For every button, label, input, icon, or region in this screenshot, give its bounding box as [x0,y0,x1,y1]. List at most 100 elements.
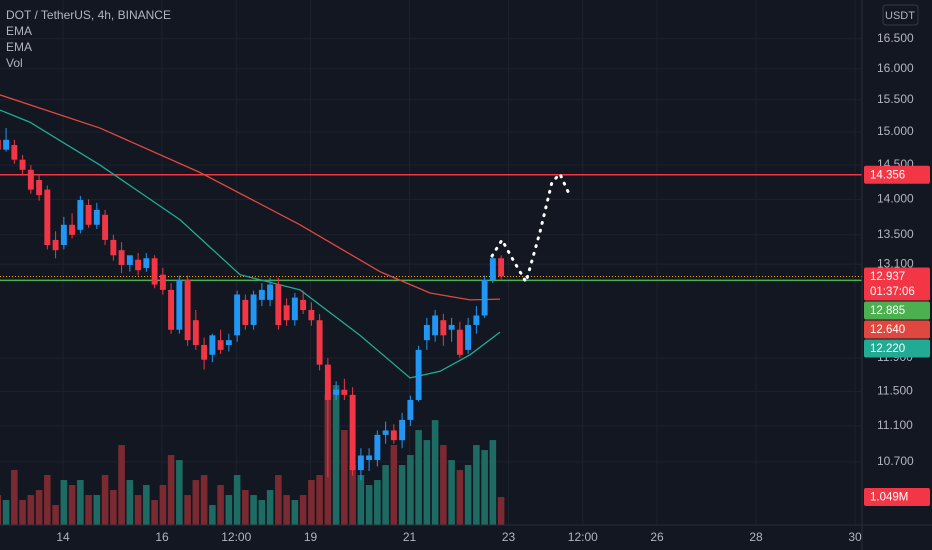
candle-body [69,224,76,235]
candle-body [93,209,100,225]
candle-body [234,294,241,336]
volume-bar [242,490,249,525]
candle-body [465,324,472,350]
volume-bar [167,455,175,525]
ema-line [0,94,501,301]
volume-bar [291,500,299,525]
volume-bar [60,480,68,525]
volume-bar [0,495,2,525]
volume-bar [11,470,18,525]
volume-bar [126,480,134,525]
volume-bar [209,505,216,525]
y-tick-label: 14.000 [877,192,914,206]
candle-body [19,159,26,170]
volume-bar [77,480,84,525]
volume-bar [283,495,290,525]
volume-bar [266,490,274,525]
volume-bar [2,500,10,525]
volume-bar [19,500,26,525]
price-badge [864,320,930,339]
candle-body [225,340,232,346]
volume-bar [184,495,191,525]
x-tick-label: 30 [848,530,862,544]
price-badge [864,267,930,301]
volume-bar [390,445,398,525]
candle-body [399,419,406,441]
candle-body [423,324,430,341]
price-badge-label: 12.220 [870,343,905,355]
candle-body [209,335,216,355]
volume-bar [456,470,464,525]
volume-bar [176,460,183,525]
volume-bar [258,500,266,525]
candle-body [324,364,331,400]
y-tick-label: 13.500 [877,227,914,241]
candle-body [283,305,290,321]
candle-body [349,394,356,471]
candle-body [36,179,43,196]
currency-label[interactable]: USDT [885,10,915,22]
candle-body [192,320,199,346]
candle-body [390,430,397,441]
volume-bar [431,420,439,525]
price-badge-label: 12.640 [870,324,905,336]
candle-body [77,200,84,230]
candle-body [308,310,315,321]
y-tick-label: 16.500 [877,31,914,45]
x-tick-label: 28 [749,530,763,544]
candle-body [3,139,10,150]
candle-body [456,329,463,355]
volume-bar [143,485,150,525]
candle-body [102,214,109,240]
candle-body [357,455,364,471]
volume-bar [110,490,117,525]
x-tick-label: 12:00 [221,530,251,544]
volume-bar [35,490,43,525]
y-tick-label: 15.500 [877,92,914,106]
candle-body [275,284,282,325]
volume-bar [316,475,323,525]
price-badges: 14.356 12.937 01:37:06 12.885 12.640 12.220 1.… [864,165,930,507]
candle-body [250,294,257,325]
volume-bar [473,445,480,525]
volume-badge [864,488,930,507]
volume-bar [407,455,414,525]
candle-body [27,169,34,190]
currency-box[interactable] [882,4,919,26]
x-tick-label: 23 [502,530,516,544]
legend-entry: EMA [6,24,32,38]
candle-body [52,239,59,251]
legend-entry: Vol [6,56,23,70]
candle-body [184,280,191,341]
y-tick-label: 13.100 [877,256,914,270]
volume-bar [415,430,422,525]
volume-bar [299,495,307,525]
volume-bar [398,465,406,525]
x-tick-label: 26 [650,530,664,544]
volume-bar [481,450,488,525]
candle-body [300,299,307,311]
price-badge [864,301,930,320]
candle-body [498,258,505,277]
volume-bar [250,495,257,525]
candle-body [110,239,117,256]
candle-body [258,289,265,300]
candle-body [60,224,67,246]
price-badge-label: 01:37:06 [870,286,915,298]
x-tick-label: 12:00 [568,530,598,544]
volume-bar [44,475,51,525]
plot-area [0,94,862,525]
volume-bar [101,475,109,525]
candle-body [201,345,208,360]
volume-bar [233,475,241,525]
candle-body [432,315,439,336]
candle-body [415,349,422,400]
volume-bar [382,465,389,525]
price-badge [864,339,930,358]
y-tick-label: 10.700 [877,454,914,468]
candle-body [168,289,175,330]
candle-body [135,259,142,271]
candle-body [118,250,125,265]
